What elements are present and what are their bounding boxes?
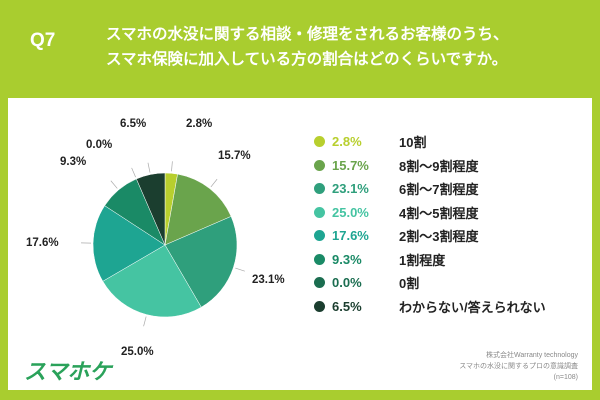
- legend-item: 0.0% 0割: [314, 271, 546, 295]
- source-survey: スマホの水没に関するプロの意識調査: [459, 363, 578, 370]
- legend-value: 25.0%: [332, 204, 369, 220]
- leader-line: [110, 180, 118, 189]
- legend-swatch: [314, 230, 325, 242]
- legend-swatch: [314, 159, 325, 171]
- legend-label: 0割: [399, 276, 420, 292]
- chart-panel: 2.8% 15.7% 23.1% 25.0% 17.6% 9.3% 0.0% 6.5% 2.8…: [8, 98, 592, 390]
- title-line: スマホの水没に関する相談・修理をされるお客様のうち、: [106, 26, 509, 43]
- legend-label: 8割〜9割程度: [399, 158, 479, 174]
- legend-item: 2.8% 10割: [314, 130, 546, 154]
- data-label: 17.6%: [26, 237, 59, 249]
- page-title: スマホの水没に関する相談・修理をされるお客様のうち、 スマホ保険に加入している方の…: [106, 22, 509, 72]
- legend-label: わからない/答えられない: [399, 299, 546, 315]
- pie-slice: [102, 244, 202, 318]
- legend: 2.8% 10割 15.7% 8割〜9割程度 23.1% 6割〜7割程度 25.0% 4割〜5…: [314, 130, 546, 318]
- legend-value: 0.0%: [332, 275, 362, 291]
- legend-label: 6割〜7割程度: [399, 182, 479, 198]
- sample-size: (n=108): [553, 374, 578, 381]
- legend-label: 2割〜3割程度: [399, 229, 479, 245]
- title-line: スマホ保険に加入している方の割合はどのくらいですか。: [106, 51, 508, 68]
- source-company: 株式会社Warranty technology: [486, 352, 578, 359]
- pie-slice: [164, 173, 232, 246]
- legend-value: 2.8%: [332, 134, 362, 150]
- data-label: 0.0%: [86, 139, 113, 151]
- legend-swatch: [314, 183, 325, 195]
- legend-swatch: [314, 300, 325, 312]
- leader-line: [210, 178, 218, 188]
- leader-line: [171, 161, 173, 172]
- data-label: 23.1%: [252, 274, 285, 286]
- pie-chart: [81, 161, 245, 327]
- legend-item: 23.1% 6割〜7割程度: [314, 177, 546, 201]
- data-label: 9.3%: [60, 156, 87, 168]
- leader-line: [147, 162, 151, 173]
- data-label: 15.7%: [218, 150, 251, 162]
- data-label: 6.5%: [120, 118, 147, 130]
- legend-swatch: [314, 136, 325, 148]
- legend-item: 15.7% 8割〜9割程度: [314, 154, 546, 178]
- question-number: Q7: [30, 30, 56, 51]
- legend-value: 17.6%: [332, 228, 369, 244]
- legend-label: 10割: [399, 135, 427, 151]
- legend-value: 9.3%: [332, 251, 362, 267]
- legend-value: 23.1%: [332, 181, 369, 197]
- data-label: 2.8%: [186, 118, 213, 130]
- legend-swatch: [314, 253, 325, 265]
- pie-slice: [164, 216, 238, 308]
- legend-item: 17.6% 2割〜3割程度: [314, 224, 546, 248]
- legend-swatch: [314, 206, 325, 218]
- leader-line: [143, 316, 147, 327]
- legend-value: 6.5%: [332, 298, 362, 314]
- logo: スマホケ: [24, 359, 112, 384]
- leader-line: [131, 167, 136, 178]
- pie-slice: [136, 172, 166, 246]
- legend-item: 6.5% わからない/答えられない: [314, 295, 546, 319]
- legend-value: 15.7%: [332, 157, 369, 173]
- legend-label: 1割程度: [399, 252, 446, 268]
- data-label: 25.0%: [121, 346, 154, 358]
- legend-item: 25.0% 4割〜5割程度: [314, 201, 546, 225]
- legend-item: 9.3% 1割程度: [314, 248, 546, 272]
- source-note: 株式会社Warranty technology スマホの水没に関するプロの意識調…: [459, 350, 578, 383]
- leader-line: [235, 267, 245, 272]
- pie-slice: [92, 205, 166, 282]
- legend-label: 4割〜5割程度: [399, 205, 479, 221]
- legend-swatch: [314, 277, 325, 289]
